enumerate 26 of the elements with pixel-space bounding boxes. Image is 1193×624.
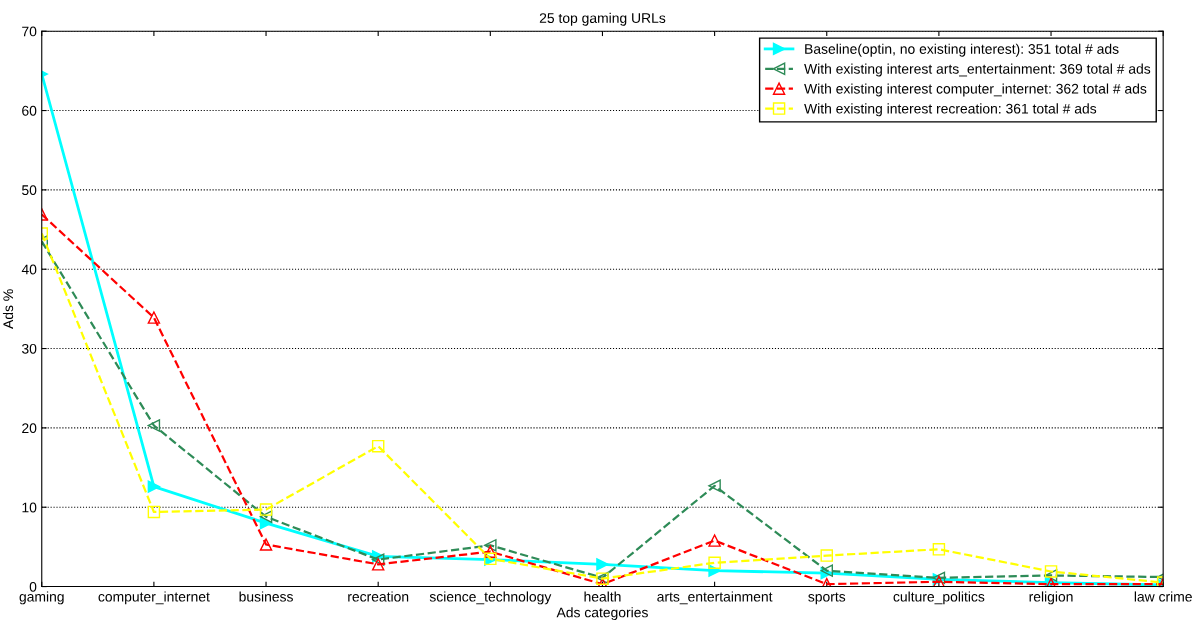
y-tick-label: 70 <box>22 26 37 37</box>
x-tick-label: science_technology <box>429 591 552 605</box>
x-tick-label: health <box>584 591 621 602</box>
x-tick-label: sports <box>808 592 846 605</box>
y-tick-label: 0 <box>29 581 37 592</box>
legend-label: Baseline(optin, no existing interest): 351 total # ads <box>805 43 1119 57</box>
legend-label: With existing interest recreation: 361 total # ads <box>804 103 1097 117</box>
y-tick-label: 10 <box>22 502 37 513</box>
x-tick-label: recreation <box>348 591 409 602</box>
y-tick-label: 40 <box>21 264 37 275</box>
legend-label: With existing interest arts_entertainment: 369 total # ads <box>804 63 1151 77</box>
x-tick-label: gaming <box>19 591 64 605</box>
x-tick-label: culture_politics <box>893 591 985 605</box>
y-tick-label: 30 <box>21 343 37 354</box>
y-tick-label: 50 <box>22 185 37 196</box>
chart-title: 25 top gaming URLs <box>539 12 666 26</box>
x-tick-label: computer_internet <box>98 591 210 605</box>
x-tick-label: religion <box>1029 591 1073 605</box>
x-tick-label: law crime <box>1134 591 1192 602</box>
y-axis-title: Ads % <box>2 289 14 329</box>
y-tick-label: 20 <box>22 423 37 434</box>
y-tick-label: 60 <box>22 105 37 116</box>
x-tick-label: arts_entertainment <box>657 591 773 605</box>
x-tick-label: business <box>239 591 293 602</box>
legend-label: With existing interest computer_internet: 362 total # ads <box>804 83 1147 97</box>
x-axis-title: Ads categories <box>556 607 648 621</box>
